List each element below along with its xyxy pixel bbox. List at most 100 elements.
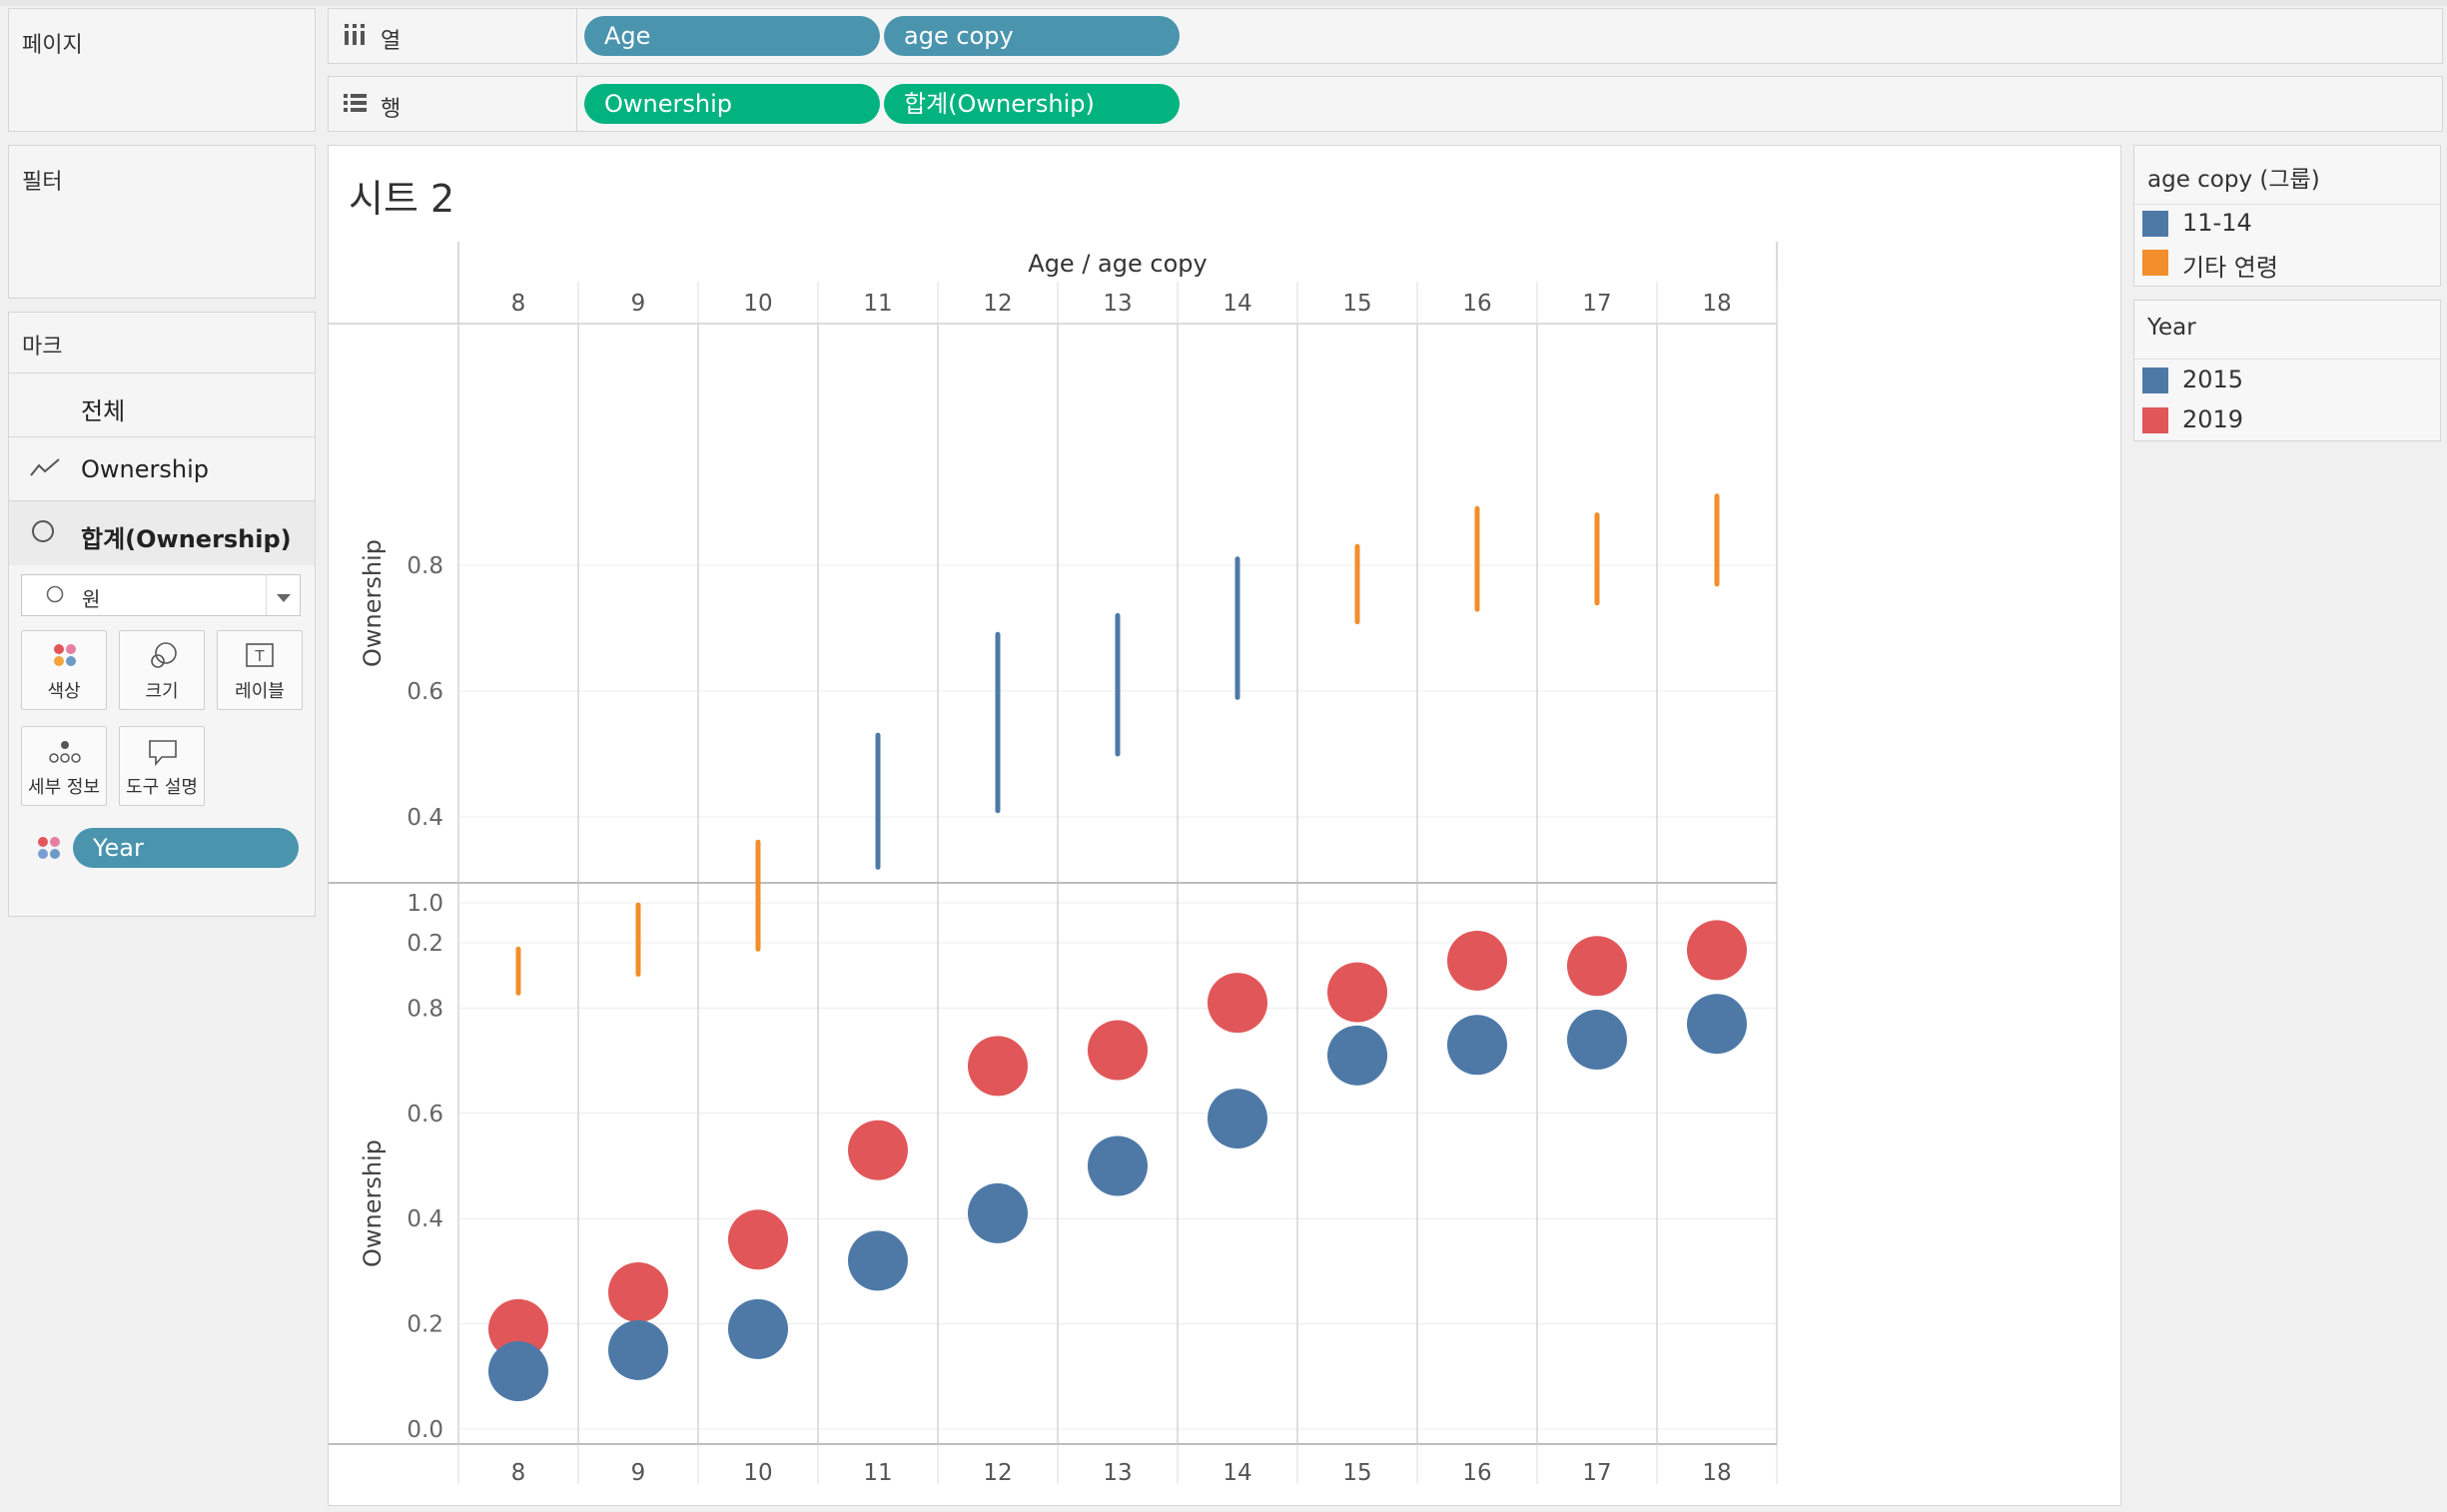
legend-swatch <box>2142 211 2168 237</box>
legend-age-group[interactable]: age copy (그룹) 11-14 기타 연령 <box>2133 145 2441 287</box>
marks-tab-sum-ownership[interactable]: 합계(Ownership) <box>9 500 315 565</box>
marks-tab-ownership[interactable]: Ownership <box>9 436 315 501</box>
header-title: Age / age copy <box>1028 250 1207 278</box>
ownership-point-2019 <box>728 1209 788 1270</box>
top-x-tick-label: 16 <box>1462 291 1491 317</box>
bottom-x-tick-label: 18 <box>1702 1460 1731 1486</box>
top-x-tick-label: 9 <box>631 291 646 317</box>
legend-year[interactable]: Year 2015 2019 <box>2133 300 2441 441</box>
ownership-point-2019 <box>968 1036 1028 1097</box>
bottom-x-tick-label: 11 <box>863 1460 892 1486</box>
ownership-point-2019 <box>488 1298 548 1359</box>
size-icon <box>120 641 204 671</box>
ownership-point-2019 <box>1088 1020 1148 1081</box>
pages-title: 페이지 <box>22 33 83 58</box>
ownership-point-2015 <box>1088 1135 1148 1196</box>
marks-title: 마크 <box>22 335 63 360</box>
marks-tab-ownership-label: Ownership <box>81 455 209 483</box>
bottom-y-tick-label: 1.0 <box>407 891 443 917</box>
top-y-tick-label: 0.8 <box>407 553 443 579</box>
bottom-y-tick-label: 0.2 <box>407 1312 443 1338</box>
ownership-point-2015 <box>488 1341 548 1402</box>
columns-pill-age[interactable]: Age <box>584 16 880 56</box>
mark-type-label: 원 <box>82 587 101 611</box>
color-icon <box>22 641 106 671</box>
top-x-tick-label: 14 <box>1223 291 1251 317</box>
ownership-point-2019 <box>1327 962 1387 1023</box>
bottom-x-tick-label: 17 <box>1582 1460 1611 1486</box>
marks-tab-sum-ownership-label: 합계(Ownership) <box>81 525 292 553</box>
filters-card[interactable]: 필터 <box>8 145 316 299</box>
ownership-point-2019 <box>1687 920 1747 981</box>
bottom-y-tick-label: 0.4 <box>407 1206 443 1232</box>
top-x-tick-label: 8 <box>511 291 526 317</box>
legend-swatch <box>2142 368 2168 393</box>
svg-text:T: T <box>254 647 265 665</box>
ownership-point-2015 <box>728 1298 788 1359</box>
size-button[interactable]: 크기 <box>119 630 205 710</box>
chevron-down-icon[interactable] <box>276 589 292 602</box>
bottom-y-tick-label: 0.8 <box>407 996 443 1022</box>
bottom-x-tick-label: 14 <box>1223 1460 1251 1486</box>
ownership-point-2019 <box>608 1261 668 1322</box>
bottom-x-tick-label: 15 <box>1342 1460 1371 1486</box>
tooltip-button-label: 도구 설명 <box>126 777 198 798</box>
dropdown-divider <box>266 575 267 615</box>
bottom-x-tick-label: 9 <box>631 1460 646 1486</box>
bottom-y-tick-label: 0.0 <box>407 1417 443 1443</box>
tooltip-icon <box>120 737 204 767</box>
detail-icon <box>22 737 106 767</box>
top-strip <box>0 0 2447 6</box>
ownership-point-2019 <box>848 1120 908 1180</box>
columns-pill-age-copy[interactable]: age copy <box>884 16 1180 56</box>
top-y-tick-label: 0.4 <box>407 805 443 831</box>
ownership-point-2015 <box>1327 1025 1387 1086</box>
ownership-point-2015 <box>608 1319 668 1380</box>
filters-title: 필터 <box>22 170 63 195</box>
tooltip-button[interactable]: 도구 설명 <box>119 726 205 806</box>
legend-age-group-title: age copy (그룹) <box>2147 167 2320 193</box>
mark-type-dropdown[interactable]: 원 <box>21 574 301 616</box>
ownership-point-2019 <box>1567 936 1627 997</box>
bottom-x-tick-label: 16 <box>1462 1460 1491 1486</box>
worksheet-canvas[interactable]: 시트 2 Age / age copy 8 9 10 11 12 13 14 15 16 17 18 0… <box>328 145 2121 1506</box>
legend-item-label: 2015 <box>2182 366 2244 393</box>
rows-shelf-title: 행 <box>381 97 402 122</box>
legend-year-title: Year <box>2147 315 2196 341</box>
bottom-x-tick-label: 10 <box>743 1460 772 1486</box>
top-y-tick-label: 0.6 <box>407 679 443 705</box>
bottom-x-tick-label: 12 <box>983 1460 1012 1486</box>
legend-swatch <box>2142 407 2168 433</box>
columns-shelf[interactable]: 열 Age age copy <box>328 8 2443 64</box>
rows-shelf[interactable]: 행 Ownership 합계(Ownership) <box>328 76 2443 132</box>
top-x-tick-label: 10 <box>743 291 772 317</box>
bottom-y-axis-title: Ownership <box>359 1139 387 1267</box>
ownership-point-2015 <box>1447 1015 1507 1076</box>
label-button[interactable]: T 레이블 <box>217 630 303 710</box>
ownership-point-2015 <box>1208 1089 1267 1149</box>
ownership-point-2019 <box>1208 973 1267 1034</box>
rows-pill-ownership[interactable]: Ownership <box>584 84 880 124</box>
color-button-label: 색상 <box>47 681 81 702</box>
detail-button[interactable]: 세부 정보 <box>21 726 107 806</box>
top-x-tick-label: 12 <box>983 291 1012 317</box>
sheet-title: 시트 2 <box>349 177 455 221</box>
pages-card[interactable]: 페이지 <box>8 8 316 132</box>
ownership-point-2015 <box>968 1182 1028 1243</box>
circle-icon <box>46 585 64 603</box>
year-color-pill[interactable]: Year <box>73 828 299 868</box>
text-label-icon: T <box>218 641 302 671</box>
bottom-x-tick-label: 13 <box>1103 1460 1132 1486</box>
circle-icon <box>31 519 55 543</box>
bottom-y-tick-label: 0.6 <box>407 1102 443 1128</box>
rows-pill-sum-ownership[interactable]: 합계(Ownership) <box>884 84 1180 124</box>
color-button[interactable]: 색상 <box>21 630 107 710</box>
marks-tab-all[interactable]: 전체 <box>9 373 315 437</box>
legend-divider <box>2134 204 2440 205</box>
columns-icon <box>343 23 369 53</box>
top-x-tick-label: 18 <box>1702 291 1731 317</box>
size-button-label: 크기 <box>145 681 179 702</box>
rows-icon <box>343 91 369 121</box>
top-x-tick-label: 17 <box>1582 291 1611 317</box>
top-y-tick-label: 0.2 <box>407 931 443 957</box>
